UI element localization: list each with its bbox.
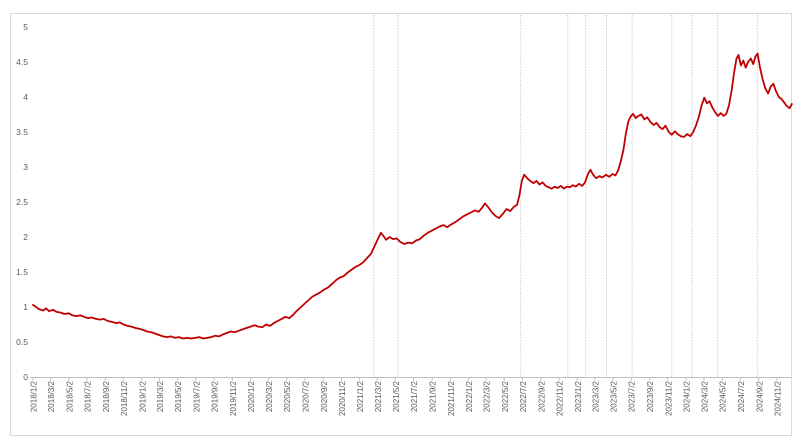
x-axis-tick-label: 2020/7/2 [301, 380, 310, 412]
x-axis-tick-label: 2018/7/2 [84, 380, 93, 412]
x-axis-tick-label: 2024/7/2 [737, 380, 746, 412]
x-axis-tick-label: 2021/7/2 [410, 380, 419, 412]
x-axis-tick-label: 2022/7/2 [519, 380, 528, 412]
y-axis-tick-label: 0.5 [16, 337, 28, 347]
x-axis-tick-label: 2024/9/2 [755, 380, 764, 412]
y-axis-tick-label: 0 [23, 372, 28, 382]
x-axis-tick-label: 2022/1/2 [465, 380, 474, 412]
x-axis-tick-label: 2019/7/2 [192, 380, 201, 412]
x-axis-tick-label: 2020/1/2 [247, 380, 256, 412]
plot-area-border [10, 13, 792, 436]
y-axis-tick-label: 3.5 [16, 127, 28, 137]
x-axis-tick-label: 2022/11/2 [556, 380, 565, 416]
x-axis-tick-label: 2020/11/2 [338, 380, 347, 416]
x-axis-tick-label: 2024/11/2 [774, 380, 783, 416]
x-axis-tick-label: 2018/9/2 [102, 380, 111, 412]
x-axis-tick-label: 2024/3/2 [701, 380, 710, 412]
x-axis-tick-label: 2021/11/2 [447, 380, 456, 416]
x-axis-tick-label: 2018/1/2 [30, 380, 39, 412]
x-axis-tick-label: 2018/3/2 [47, 380, 56, 412]
x-axis-tick-label: 2024/5/2 [719, 380, 728, 412]
x-axis-tick-label: 2020/3/2 [265, 380, 274, 412]
x-axis-tick-label: 2023/7/2 [628, 380, 637, 412]
x-axis-tick-label: 2024/1/2 [683, 380, 692, 412]
y-axis-tick-label: 2 [23, 232, 28, 242]
x-axis-tick-label: 2023/9/2 [646, 380, 655, 412]
x-axis-tick-label: 2018/5/2 [65, 380, 74, 412]
x-axis-tick-label: 2023/1/2 [574, 380, 583, 412]
x-axis-tick-label: 2019/5/2 [174, 380, 183, 412]
y-axis-tick-label: 2.5 [16, 197, 28, 207]
y-axis-tick-label: 1.5 [16, 267, 28, 277]
y-axis-tick-label: 3 [23, 162, 28, 172]
x-axis-tick-label: 2021/9/2 [429, 380, 438, 412]
x-axis-tick-label: 2022/3/2 [483, 380, 492, 412]
x-axis-tick-label: 2023/11/2 [664, 380, 673, 416]
x-axis-tick-label: 2019/11/2 [229, 380, 238, 416]
x-axis-tick-label: 2022/5/2 [501, 380, 510, 412]
x-axis-tick-label: 2019/3/2 [156, 380, 165, 412]
x-axis-tick-label: 2023/5/2 [610, 380, 619, 412]
y-axis-tick-label: 5 [23, 22, 28, 32]
x-axis-tick-label: 2021/3/2 [374, 380, 383, 412]
x-axis-tick-label: 2018/11/2 [120, 380, 129, 416]
x-axis-tick-label: 2021/5/2 [392, 380, 401, 412]
y-axis-tick-label: 1 [23, 302, 28, 312]
x-axis-tick-label: 2020/5/2 [283, 380, 292, 412]
x-axis-tick-label: 2020/9/2 [320, 380, 329, 412]
x-axis-tick-label: 2022/9/2 [537, 380, 546, 412]
x-axis-tick-label: 2023/3/2 [591, 380, 600, 412]
series-line [32, 52, 793, 340]
y-axis-tick-label: 4.5 [16, 57, 28, 67]
x-axis-tick-label: 2019/1/2 [138, 380, 147, 412]
x-axis-tick-label: 2021/1/2 [356, 380, 365, 412]
y-axis-tick-label: 4 [23, 92, 28, 102]
x-axis-tick-label: 2019/9/2 [211, 380, 220, 412]
